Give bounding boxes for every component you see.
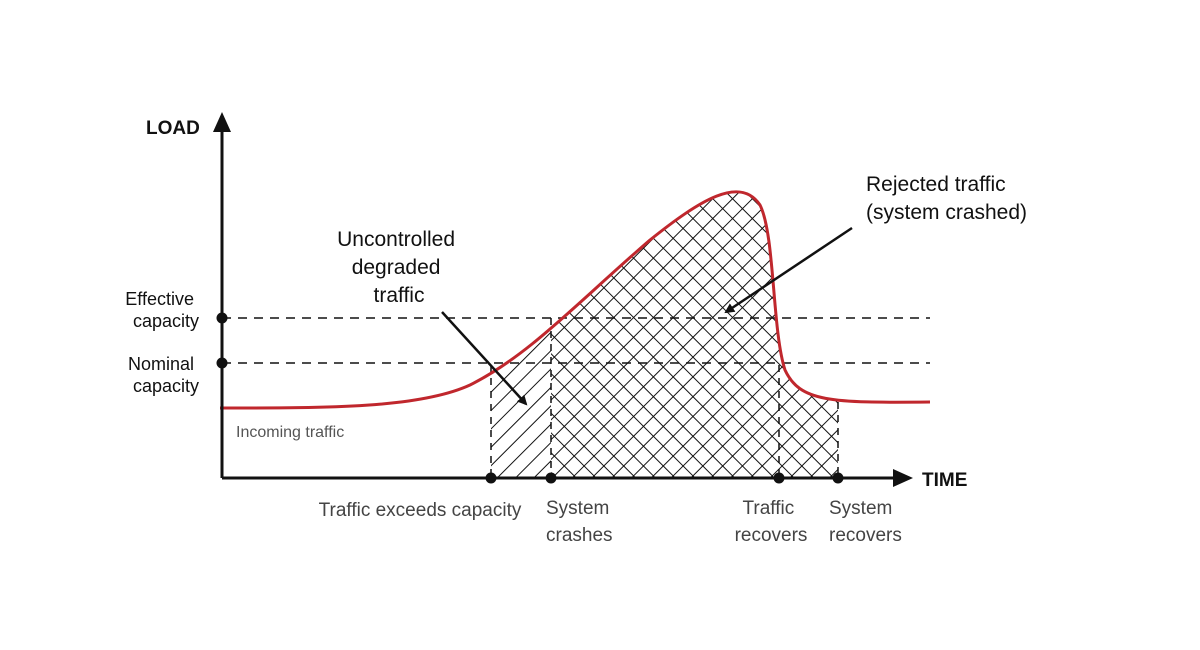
system-recovers-label: System recovers <box>829 498 902 546</box>
effective-capacity-marker <box>216 312 228 324</box>
system-recovers-marker <box>832 472 844 484</box>
x-axis-arrow <box>893 469 913 487</box>
degraded-traffic-region <box>491 191 551 478</box>
crashes-marker <box>545 472 557 484</box>
traffic-recovers-label: Traffic recovers <box>735 498 808 546</box>
incoming-traffic-curve <box>219 190 931 410</box>
traffic-exceeds-capacity-label: Traffic exceeds capacity <box>319 500 522 521</box>
incoming-traffic-label: Incoming traffic <box>236 424 344 441</box>
system-crashes-label: System crashes <box>546 498 615 546</box>
rejected-traffic-label: Rejected traffic (system crashed) <box>866 173 1027 224</box>
nominal-capacity-label: Nominal capacity <box>128 354 199 396</box>
degraded-pointer-arrow <box>441 311 528 406</box>
x-axis-label: TIME <box>922 470 967 491</box>
rejected-pointer-arrow <box>724 226 853 314</box>
nominal-capacity-marker <box>216 357 228 369</box>
y-axis-label: LOAD <box>146 118 200 139</box>
y-axis-arrow <box>213 112 231 132</box>
traffic-recovers-marker <box>773 472 785 484</box>
effective-capacity-label: Effective capacity <box>125 289 199 331</box>
exceeds-marker <box>485 472 497 484</box>
uncontrolled-degraded-traffic-label: Uncontrolled degraded traffic <box>337 228 461 307</box>
rejected-traffic-region <box>551 191 838 478</box>
